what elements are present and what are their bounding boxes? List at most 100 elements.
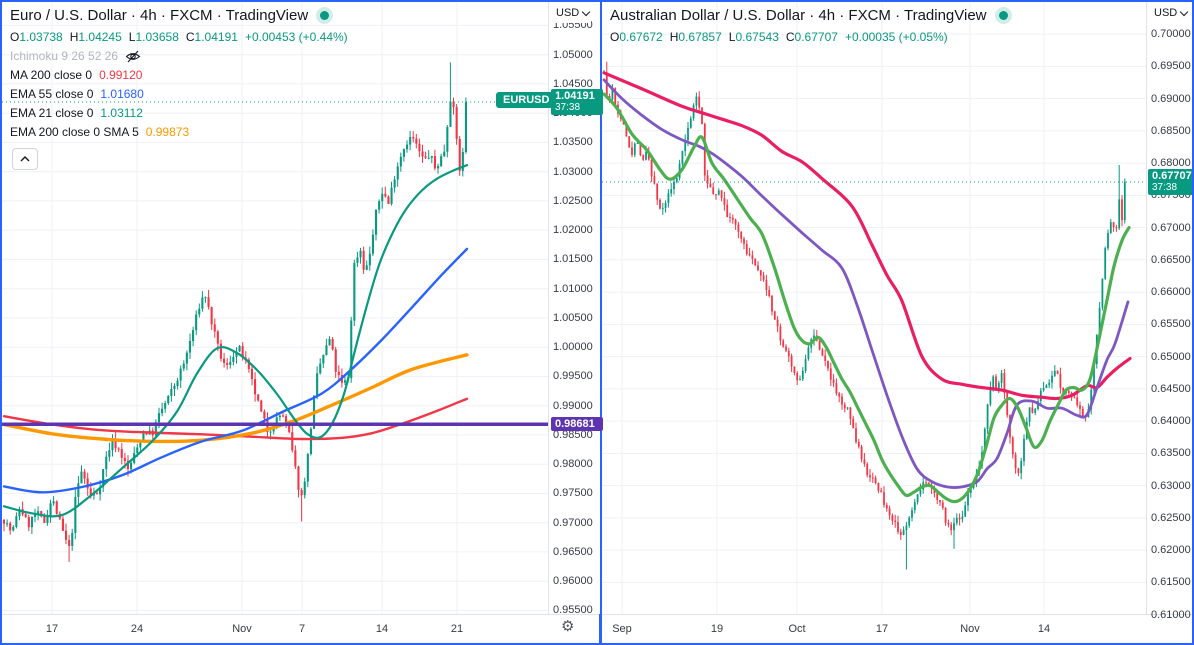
ohlc-item: L1.03658 [128,30,179,44]
price-axis-currency-dropdown[interactable]: USD [554,5,592,23]
currency-label: USD [1154,7,1178,19]
live-data-dot-icon [998,11,1008,20]
y-axis-label: 0.63500 [1151,447,1191,460]
ohlc-change: +0.00453 (+0.44%) [244,30,348,44]
x-axis-label: 7 [298,623,306,635]
x-axis-label: Oct [788,623,806,635]
y-axis-label: 0.62000 [1151,544,1191,557]
ma-line [602,78,1130,489]
y-axis-label: 0.96500 [553,545,593,558]
grid [2,2,548,614]
y-axis-label: 0.64000 [1151,415,1191,428]
y-axis-label: 0.70000 [1151,28,1191,41]
symbol-title: Euro / U.S. Dollar · 4h · FXCM · Trading… [10,7,309,24]
y-axis-label: 0.95500 [553,604,593,617]
ohlc-item: C1.04191 [185,30,238,44]
y-axis-label: 0.68500 [1151,124,1191,137]
y-axis-label: 1.02000 [553,224,593,237]
symbol-price-pill: EURUSD [496,92,557,108]
y-axis-label: 1.01500 [553,253,593,266]
symbol-title: Australian Dollar / U.S. Dollar · 4h · F… [610,7,987,24]
price-axis-currency-dropdown[interactable]: USD [1152,5,1190,23]
audusd-time-axis[interactable]: Sep 19 Oct 17 Nov 14 [602,614,1192,643]
y-axis-label: 0.64500 [1151,382,1191,395]
audusd-chart-canvas[interactable] [602,2,1146,614]
indicator-legend: Ichimoku 9 26 52 26 MA 200 close 0 0.99120… [10,49,348,139]
y-axis-label: 0.68000 [1151,157,1191,170]
chevron-down-icon [1179,7,1189,16]
x-axis-label: Sep [612,623,632,635]
y-axis-label: 0.67000 [1151,221,1191,234]
symbol-title-row[interactable]: Australian Dollar / U.S. Dollar · 4h · F… [610,7,1008,24]
y-axis-label: 0.98500 [553,428,593,441]
ohlc-item: L0.67543 [728,30,779,44]
y-axis-label: 1.02500 [553,194,593,207]
chevron-up-icon [20,156,30,162]
ohlc-item: H0.67857 [669,30,722,44]
audusd-legend: Australian Dollar / U.S. Dollar · 4h · F… [610,7,1008,44]
eurusd-time-axis[interactable]: 17 24 Nov 7 14 21 [2,614,599,643]
currency-label: USD [556,7,580,19]
y-axis-label: 0.66500 [1151,253,1191,266]
ma-lines [602,71,1132,504]
y-axis-label: 1.00000 [553,341,593,354]
y-axis-label: 0.61000 [1151,608,1191,621]
y-axis-label: 0.65500 [1151,318,1191,331]
ma-line [2,247,469,494]
x-axis-label: 17 [875,623,889,635]
ohlc-item: H1.04245 [69,30,122,44]
ohlc-item: O1.03738 [10,30,63,44]
y-axis-label: 0.97000 [553,516,593,529]
level-price-chip: 0.98681 [551,417,603,431]
indicator-row[interactable]: MA 200 close 0 0.99120 [10,68,143,82]
ma-line [2,353,469,444]
y-axis-label: 1.05000 [553,48,593,61]
ohlc-item: C0.67707 [785,30,838,44]
eurusd-legend: Euro / U.S. Dollar · 4h · FXCM · Trading… [10,7,348,139]
y-axis-label: 1.03000 [553,165,593,178]
legend-collapse-button[interactable] [12,148,38,170]
current-price-chip: 1.04191 37:38 [551,89,603,115]
gear-icon[interactable]: ⚙ [561,618,575,635]
eurusd-price-axis[interactable]: USD 1.055001.050001.045001.040001.035001… [548,2,603,617]
x-axis-label: Nov [960,623,980,635]
current-price-chip: 0.67707 37:38 [1148,169,1192,195]
ohlc-row: O1.03738 H1.04245 L1.03658 C1.04191 +0.00453… [10,30,348,44]
y-axis-label: 1.03500 [553,136,593,149]
x-axis-label: 17 [45,623,59,635]
current-price-value: 0.67707 [1152,170,1192,182]
y-axis-label: 0.61500 [1151,576,1191,589]
y-axis-label: 0.99500 [553,370,593,383]
ohlc-item: O0.67672 [610,30,663,44]
chevron-down-icon [581,7,591,16]
x-axis-label: 24 [130,623,144,635]
indicator-row[interactable]: EMA 21 close 0 1.03112 [10,106,143,120]
y-axis-label: 0.96000 [553,575,593,588]
grid [602,2,1146,614]
eurusd-chart-canvas[interactable] [2,2,548,614]
y-axis-label: 0.98000 [553,458,593,471]
x-axis-label: 14 [1037,623,1051,635]
y-axis-label: 0.65000 [1151,350,1191,363]
y-axis-label: 1.01000 [553,282,593,295]
live-data-dot-icon [320,11,330,20]
bar-countdown: 37:38 [1152,182,1178,193]
y-axis-label: 0.69000 [1151,92,1191,105]
y-axis-label: 0.63000 [1151,479,1191,492]
indicator-row[interactable]: EMA 55 close 0 1.01680 [10,87,144,101]
indicator-row[interactable]: EMA 200 close 0 SMA 5 0.99873 [10,125,190,139]
visibility-off-eye-icon[interactable] [125,50,141,63]
y-axis-label: 1.00500 [553,311,593,324]
y-axis-label: 0.62500 [1151,511,1191,524]
y-axis-label: 0.99000 [553,399,593,412]
x-axis-label: Nov [232,623,252,635]
y-axis-label: 1.04500 [553,77,593,90]
x-axis-label: 21 [450,623,464,635]
audusd-price-axis[interactable]: USD 0.70000 0.69500 0.69000 0.68500 0.68000 0… [1146,2,1192,621]
ma-line [2,164,469,518]
y-axis-label: 0.66000 [1151,286,1191,299]
current-price-value: 1.04191 [555,90,595,102]
indicator-row[interactable]: Ichimoku 9 26 52 26 [10,49,348,63]
symbol-title-row[interactable]: Euro / U.S. Dollar · 4h · FXCM · Trading… [10,7,348,24]
